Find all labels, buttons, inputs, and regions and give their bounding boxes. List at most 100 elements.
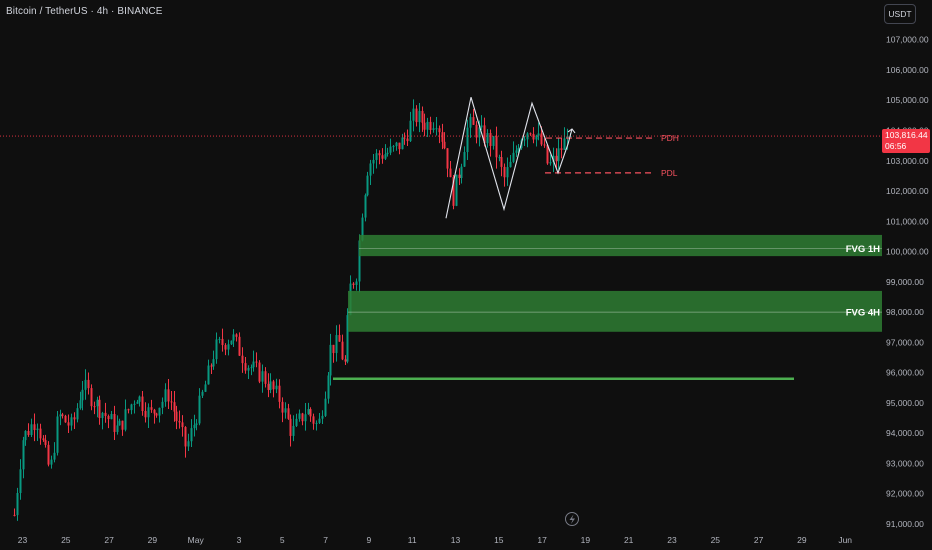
candle-body xyxy=(212,359,215,367)
candle-body xyxy=(113,414,116,432)
y-tick-label: 96,000.00 xyxy=(886,368,924,378)
candle-body xyxy=(47,444,50,465)
candle-body xyxy=(466,127,469,153)
candle-body xyxy=(472,117,475,125)
candle-body xyxy=(312,416,315,424)
candle-body xyxy=(478,127,481,138)
candle-body xyxy=(415,108,418,123)
x-tick-label: 3 xyxy=(237,535,242,545)
candle-body xyxy=(50,459,53,465)
zigzag-drawing[interactable] xyxy=(445,97,573,219)
candle-body xyxy=(389,146,392,153)
currency-button[interactable]: USDT xyxy=(884,4,916,24)
candle-body xyxy=(406,138,409,142)
candle-body xyxy=(552,155,555,163)
candle-body xyxy=(318,418,321,423)
bar-countdown: 06:56 xyxy=(885,141,907,151)
candle-body xyxy=(506,167,509,178)
fvg-4h-zone[interactable] xyxy=(348,290,882,332)
candle-body xyxy=(56,416,59,453)
candle-body xyxy=(30,424,33,435)
candle-body xyxy=(546,144,549,164)
candle-body xyxy=(170,401,173,403)
candle-body xyxy=(315,422,318,424)
candle-body xyxy=(500,157,503,167)
candle-body xyxy=(364,195,367,218)
candle-body xyxy=(76,408,79,420)
candle-body xyxy=(523,139,526,141)
candle-body xyxy=(338,335,341,342)
y-tick-label: 99,000.00 xyxy=(886,277,924,287)
candle-body xyxy=(381,155,384,159)
candle-body xyxy=(537,133,540,136)
candle-body xyxy=(53,452,56,460)
candle-body xyxy=(429,121,432,130)
candle-body xyxy=(480,125,483,128)
candle-body xyxy=(281,401,284,413)
y-tick-label: 101,000.00 xyxy=(886,216,929,226)
candle-body xyxy=(512,152,515,162)
lightning-icon xyxy=(569,514,575,524)
y-tick-label: 105,000.00 xyxy=(886,95,929,105)
candle-body xyxy=(503,166,506,178)
candle-body xyxy=(412,108,415,121)
candle-body xyxy=(155,413,158,416)
pdh-label: PDH xyxy=(661,133,679,143)
y-tick-label: 91,000.00 xyxy=(886,519,924,529)
candle-body xyxy=(495,136,498,158)
candle-body xyxy=(64,415,67,423)
x-tick-label: 23 xyxy=(667,535,677,545)
y-tick-label: 106,000.00 xyxy=(886,65,929,75)
candle-body xyxy=(210,365,213,367)
candle-body xyxy=(401,137,404,150)
candle-body xyxy=(221,338,224,346)
candle-body xyxy=(173,402,176,412)
candle-body xyxy=(252,361,255,368)
x-tick-label: 29 xyxy=(797,535,807,545)
candle-body xyxy=(292,425,295,436)
candle-body xyxy=(124,409,127,430)
candle-body xyxy=(438,128,441,133)
candle-body xyxy=(255,361,258,363)
candle-body xyxy=(161,401,164,408)
y-tick-label: 98,000.00 xyxy=(886,307,924,317)
candle-body xyxy=(435,128,438,130)
candle-body xyxy=(386,152,389,155)
candle-body xyxy=(27,431,30,435)
candle-body xyxy=(509,161,512,168)
candle-body xyxy=(529,133,532,135)
candle-body xyxy=(423,122,426,130)
chart-title: Bitcoin / TetherUS · 4h · BINANCE xyxy=(6,6,163,17)
candle-body xyxy=(403,137,406,139)
candle-body xyxy=(127,409,130,411)
candle-body xyxy=(201,391,204,396)
last-price-value: 103,816.44 xyxy=(885,130,928,140)
candle-body xyxy=(369,163,372,176)
y-tick-label: 97,000.00 xyxy=(886,337,924,347)
candle-body xyxy=(241,355,244,364)
candle-body xyxy=(395,142,398,147)
fvg-1h-zone[interactable] xyxy=(359,234,882,257)
candle-body xyxy=(355,281,358,285)
candle-body xyxy=(432,128,435,130)
y-tick-label: 102,000.00 xyxy=(886,186,929,196)
y-tick-label: 100,000.00 xyxy=(886,247,929,257)
candle-body xyxy=(543,144,546,146)
candle-body xyxy=(557,148,560,162)
x-tick-label: 7 xyxy=(323,535,328,545)
candle-body xyxy=(458,174,461,179)
candle-body xyxy=(230,340,233,345)
y-tick-label: 94,000.00 xyxy=(886,428,924,438)
x-tick-label: 13 xyxy=(451,535,461,545)
candle-body xyxy=(549,162,552,164)
candle-body xyxy=(307,409,310,415)
candle-body xyxy=(329,344,332,376)
candle-body xyxy=(352,283,355,285)
candle-body xyxy=(90,388,93,407)
candle-body xyxy=(289,418,292,436)
candle-body xyxy=(244,363,247,371)
candle-body xyxy=(133,403,136,405)
y-tick-label: 103,000.00 xyxy=(886,156,929,166)
replay-icon[interactable] xyxy=(565,512,579,526)
